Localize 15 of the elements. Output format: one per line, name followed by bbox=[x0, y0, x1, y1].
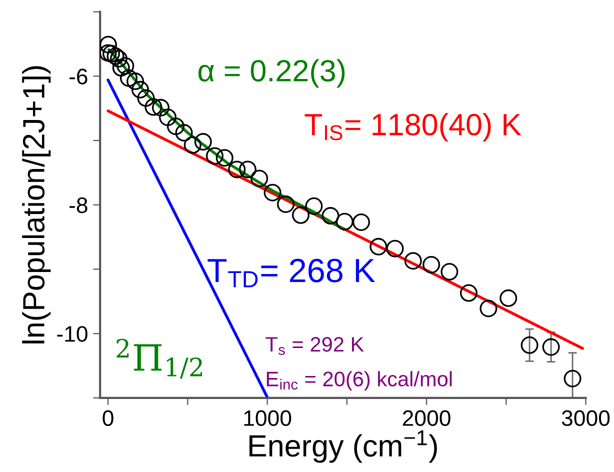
series-label: T$_{IS}$= 1180(40) K bbox=[304, 113, 522, 142]
x-tick-label: 0 bbox=[102, 410, 114, 426]
x-axis-title: Energy (cm$^{−1}$) bbox=[249, 430, 437, 463]
annotation: T$_{s}$ = 292 K bbox=[266, 336, 364, 355]
y-tick-label: -6 bbox=[70, 68, 88, 84]
annotation: E$_{inc}$ = 20(6) kcal/mol bbox=[266, 371, 452, 391]
series-label: T$_{TD}$= 268 K bbox=[208, 258, 376, 288]
y-axis-title: ln(Population/[2J+1]) bbox=[22, 66, 51, 344]
x-tick-label: 1000 bbox=[244, 410, 292, 426]
annotation: $^{2}$Π$_{1/2}$ bbox=[116, 338, 202, 379]
y-tick-label: -8 bbox=[70, 197, 88, 214]
x-tick-label: 2000 bbox=[402, 410, 450, 426]
series-label: α = 0.22(3) bbox=[198, 59, 345, 88]
y-tick-label: -10 bbox=[57, 326, 88, 342]
x-tick-label: 3000 bbox=[562, 410, 610, 426]
